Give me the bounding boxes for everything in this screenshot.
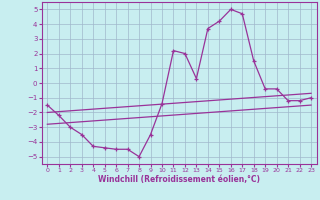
X-axis label: Windchill (Refroidissement éolien,°C): Windchill (Refroidissement éolien,°C) <box>98 175 260 184</box>
